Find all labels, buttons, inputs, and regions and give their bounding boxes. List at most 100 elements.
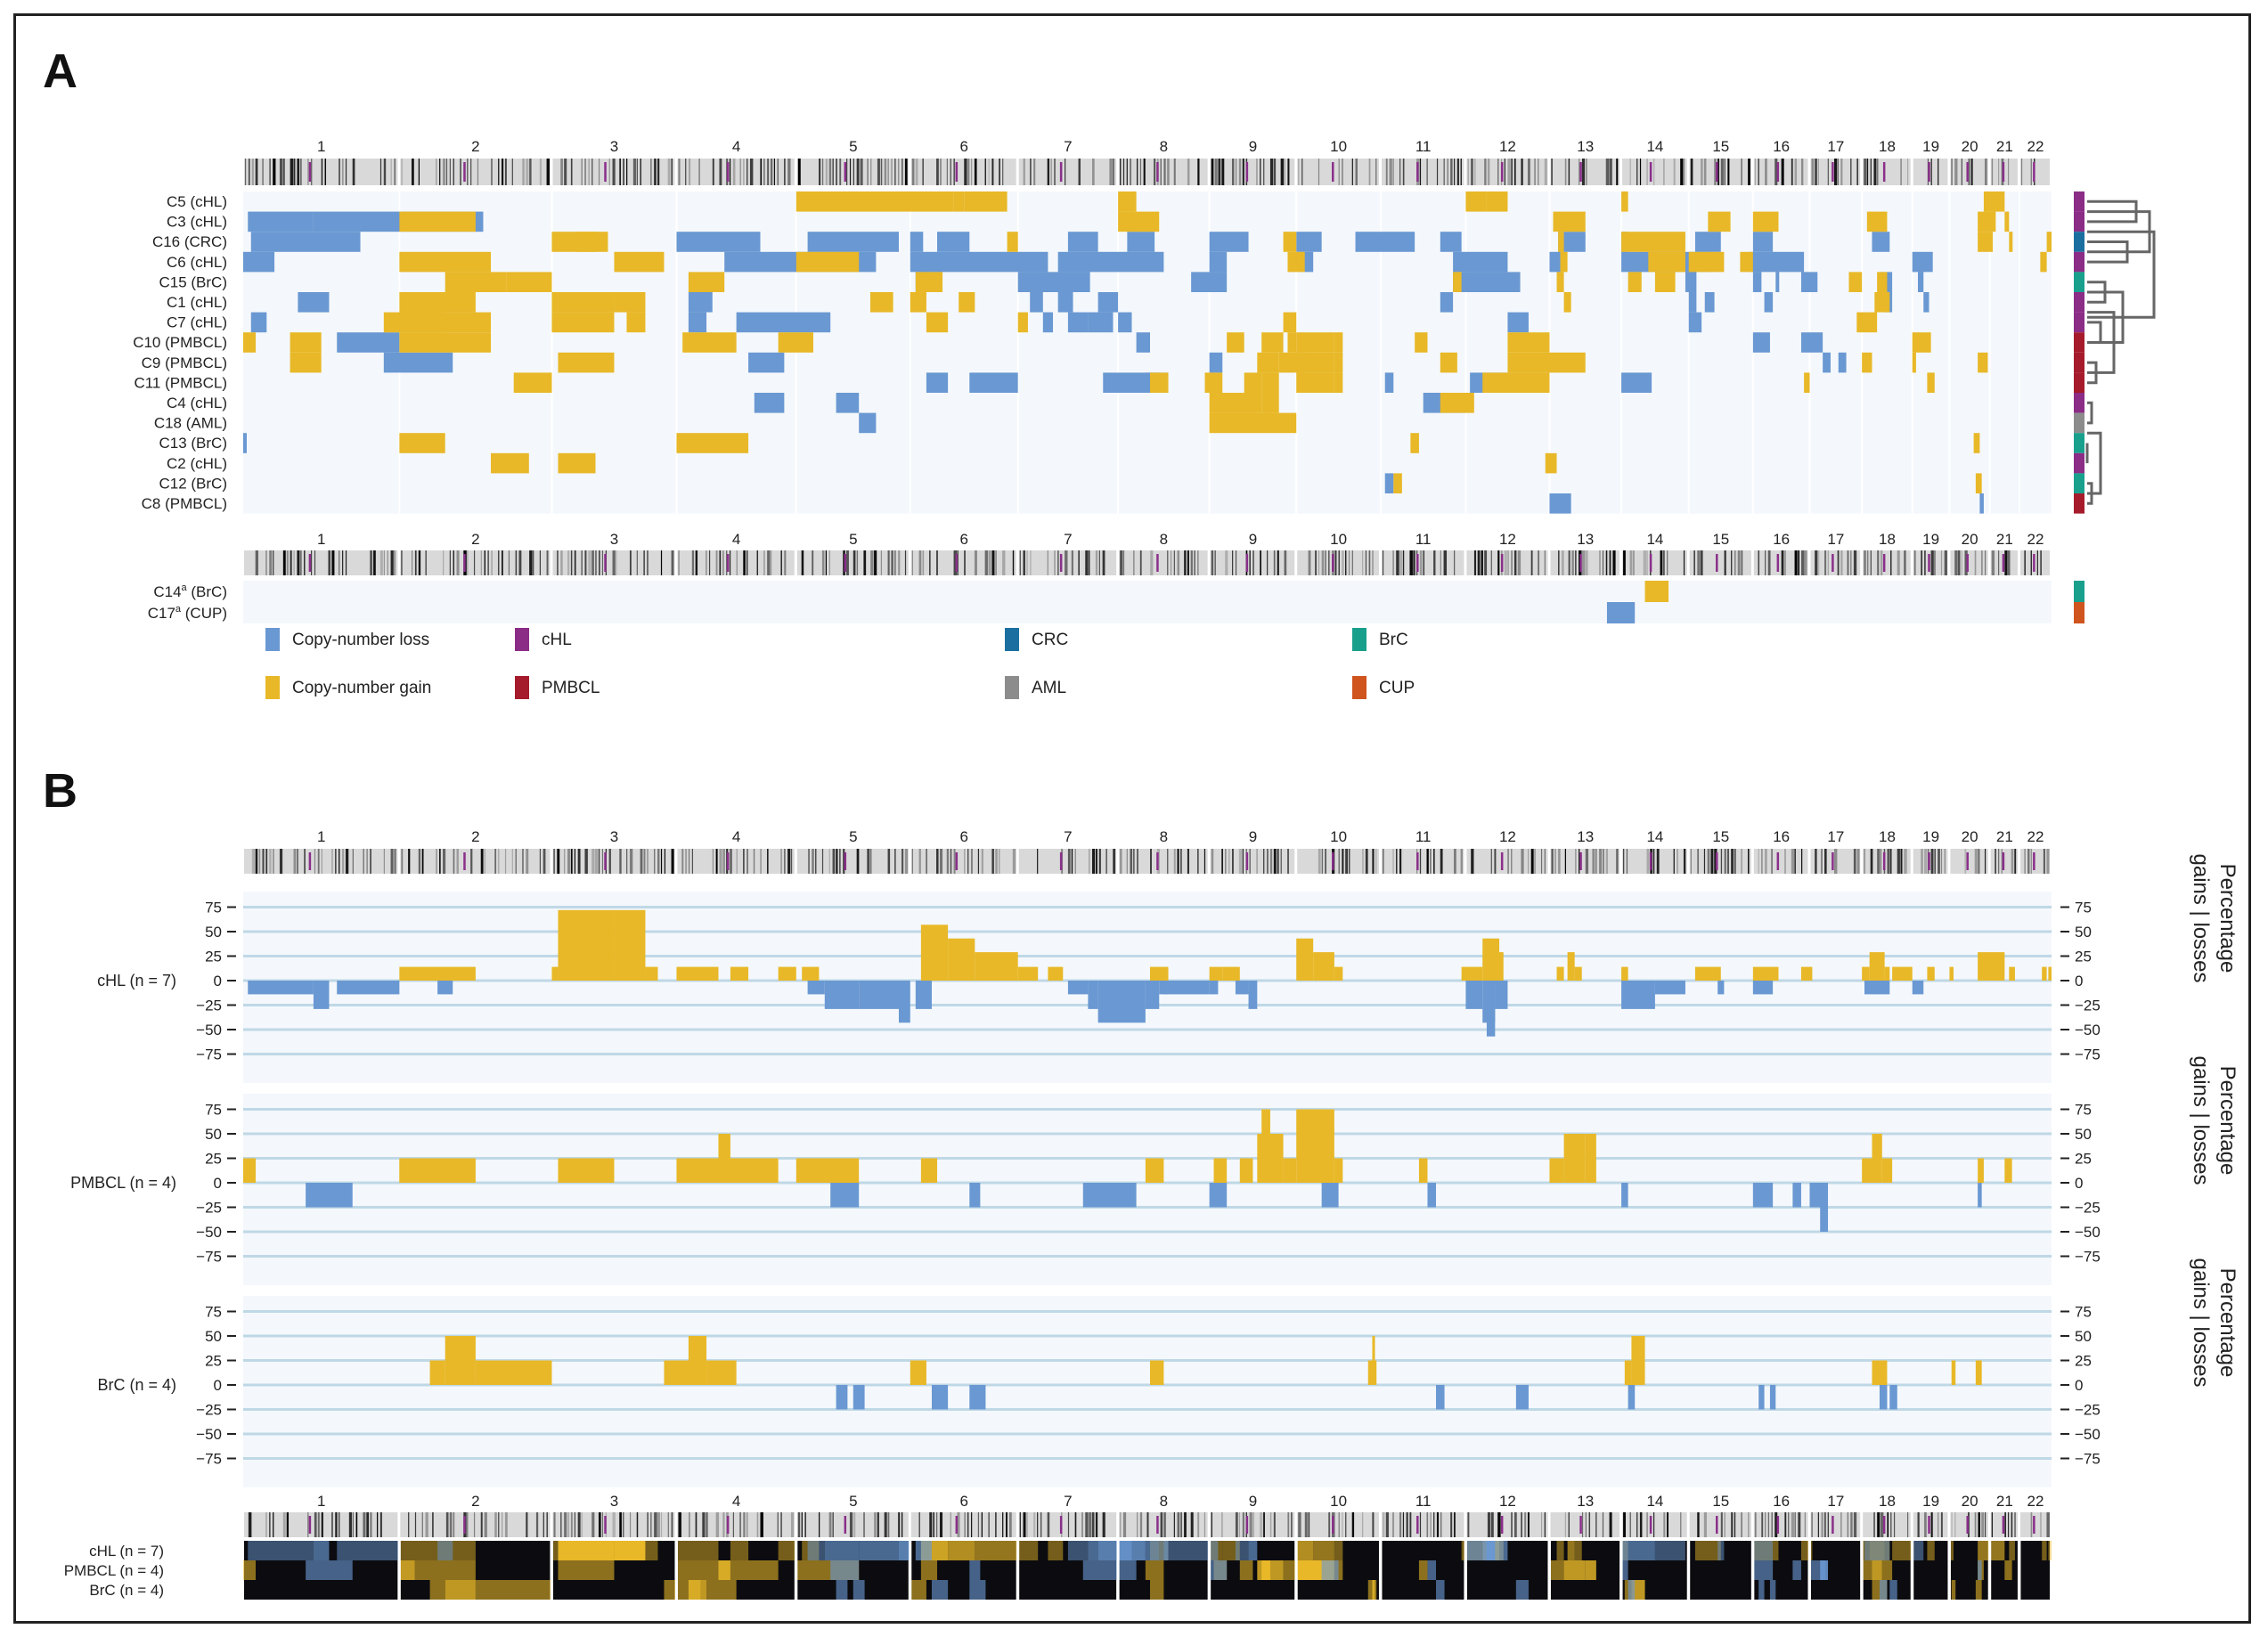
a-loss-segment [807, 232, 899, 252]
b-gain-bar [1563, 1134, 1586, 1183]
b-bottom-ideogram-band [650, 1512, 652, 1537]
a-top-ideogram-band [442, 159, 445, 185]
b-top-ideogram-band [293, 849, 297, 874]
b-top-ideogram-band [1113, 849, 1116, 874]
a-top-ideogram-band [632, 159, 636, 185]
b-bottom-ideogram-band [1595, 1512, 1597, 1537]
b-bottom-ideogram-band [619, 1512, 622, 1537]
b-gain-bar [975, 952, 1018, 981]
b-bottom-ideogram-band [421, 1512, 423, 1537]
a-mid-ideogram-band [442, 550, 445, 575]
b-loss-bar [1628, 1385, 1636, 1410]
a-gain-segment [1227, 332, 1244, 353]
b-bottom-chrom-label-10: 10 [1330, 1493, 1347, 1510]
b-loss-bar [969, 1385, 986, 1410]
b-bottom-ideogram-band [601, 1512, 604, 1537]
b-top-ideogram-band [828, 849, 830, 874]
a-gain-segment [399, 332, 492, 353]
b-top-ideogram-band [1338, 849, 1340, 874]
a-gain-segment [1560, 251, 1568, 273]
b-bottom-ideogram-band [1741, 1512, 1742, 1537]
a-mid-chrom-label-6: 6 [960, 531, 968, 548]
b-top-centromere-1 [308, 852, 312, 870]
a-loss-segment [1057, 251, 1164, 273]
b-top-ideogram-band [1673, 849, 1675, 874]
a-mid-ideogram-band [1767, 550, 1771, 575]
a-loss-segment [1872, 232, 1890, 252]
a-top-ideogram-band [1450, 159, 1453, 185]
a-mid-ideogram-band [1026, 550, 1028, 575]
b-bottom-ideogram-band [453, 1512, 455, 1537]
a-mid-chrom-label-4: 4 [732, 531, 740, 548]
a-mid-ideogram-band [1847, 550, 1849, 575]
a-top-ideogram-band [1791, 159, 1793, 185]
b-top-ideogram-band [1853, 849, 1856, 874]
a-mid-ideogram-band [828, 550, 830, 575]
a-mid-ideogram-band [1184, 550, 1187, 575]
b-gain-bar [2004, 1158, 2012, 1183]
a-mid-centromere-11 [1416, 554, 1419, 572]
b-top-ideogram-band [918, 849, 921, 874]
a-top-centromere-15 [1716, 162, 1718, 182]
a-gain-segment [1856, 312, 1878, 333]
b-heatmap-gain [1017, 1541, 1039, 1560]
b-top-ideogram-band [1887, 849, 1890, 874]
b-bottom-ideogram-band [1180, 1512, 1182, 1537]
a-top-chrom-label-9: 9 [1249, 138, 1257, 155]
a-top-centromere-17 [1832, 162, 1834, 182]
b-top-ideogram-band [1554, 849, 1556, 874]
a-loss-segment [1384, 372, 1394, 393]
b-top-ideogram-band [1126, 849, 1128, 874]
a-top-ideogram-band [939, 159, 942, 185]
a-gain-segment [445, 272, 507, 292]
b-bottom-ideogram-band [581, 1512, 583, 1537]
a-mid-ideogram-band [1633, 550, 1635, 575]
a-mid-centromere-12 [1500, 554, 1504, 572]
a-top-ideogram-band [732, 159, 736, 185]
a-loss-segment [1685, 272, 1697, 292]
a-top-ideogram-band [946, 159, 948, 185]
a-mid-ideogram-band [1054, 550, 1056, 575]
a-mid-ideogram-band [1396, 550, 1399, 575]
a-top-ideogram-band [1727, 159, 1730, 185]
a-top-chrom-label-5: 5 [849, 138, 857, 155]
b-gain-bar [688, 1336, 707, 1385]
b-top-centromere-11 [1416, 852, 1419, 870]
b-top-ideogram-band [1558, 849, 1561, 874]
b-top-ideogram-band [719, 849, 722, 874]
a-extra-background [243, 581, 2052, 623]
b-top-ideogram-band [1433, 849, 1435, 874]
b-top-ideogram-band [1940, 849, 1943, 874]
a-top-ideogram-band [1827, 159, 1829, 185]
b-gain-bar [2042, 966, 2047, 981]
a-top-ideogram-band [974, 159, 977, 185]
b-top-ideogram-band [939, 849, 943, 874]
b-bottom-ideogram-band [964, 1512, 967, 1537]
b-gain-bar [910, 1360, 926, 1385]
b-top-ideogram-band [743, 849, 745, 874]
a-dendrogram-link [2087, 401, 2093, 425]
chart-canvas: A B 1 2 3 4 5 6 7 8 9 10 11 12 13 14 15 16 17 18 19 20 21 22C… [43, 45, 2239, 1600]
a-mid-ideogram-5 [796, 550, 909, 575]
a-top-ideogram-band [922, 159, 924, 185]
b-bottom-ideogram-band [2040, 1512, 2042, 1537]
b-bottom-ideogram-band [1893, 1512, 1896, 1537]
b-right-tick-label: −50 [2075, 1426, 2101, 1443]
b-top-ideogram-15 [1689, 849, 1751, 874]
b-top-chrom-label-11: 11 [1415, 828, 1432, 845]
a-top-ideogram-band [1714, 159, 1717, 185]
a-top-ideogram-9 [1210, 159, 1295, 185]
a-top-ideogram-band [279, 159, 283, 185]
a-mid-chrom-label-16: 16 [1773, 531, 1790, 548]
a-top-ideogram-band [248, 159, 250, 185]
b-bottom-ideogram-band [1019, 1512, 1021, 1537]
b-top-centromere-21 [2002, 852, 2005, 870]
a-sample-label-5: C1 (cHL) [167, 294, 227, 311]
a-top-ideogram-band [1690, 159, 1693, 185]
b-gain-bar [645, 966, 658, 981]
a-gain-segment [688, 272, 725, 292]
b-bottom-ideogram-band [1047, 1512, 1050, 1537]
a-mid-ideogram-band [1784, 550, 1786, 575]
a-mid-ideogram-band [715, 550, 718, 575]
b-right-tick-label: 75 [2075, 900, 2092, 916]
